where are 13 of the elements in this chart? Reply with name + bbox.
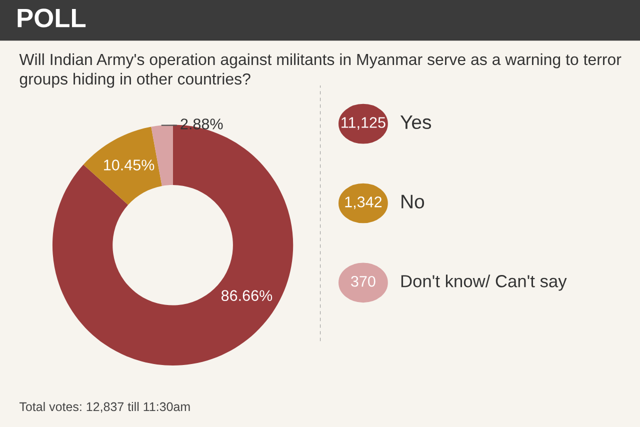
legend-label: Yes [400, 115, 432, 130]
data-label: 10.45% [104, 160, 154, 170]
text: 1,342 [345, 196, 382, 210]
text: Total votes: 12,837 till 11:30am [19, 402, 190, 413]
legend-label: No [402, 194, 424, 208]
chart-subtitle: Will Indian Army's operation against militants in Myanmar serve as a warning to terror groups hiding in other countries? [19, 53, 622, 88]
donut-slice [83, 126, 162, 205]
legend-label: Don't know/ Can't say [401, 274, 567, 291]
text: 370 [351, 276, 376, 287]
chart-title: POLL [18, 8, 86, 28]
data-label: 86.66% [221, 290, 272, 302]
data-label: 2.88% [180, 118, 223, 130]
text: 11,125 [342, 117, 386, 130]
